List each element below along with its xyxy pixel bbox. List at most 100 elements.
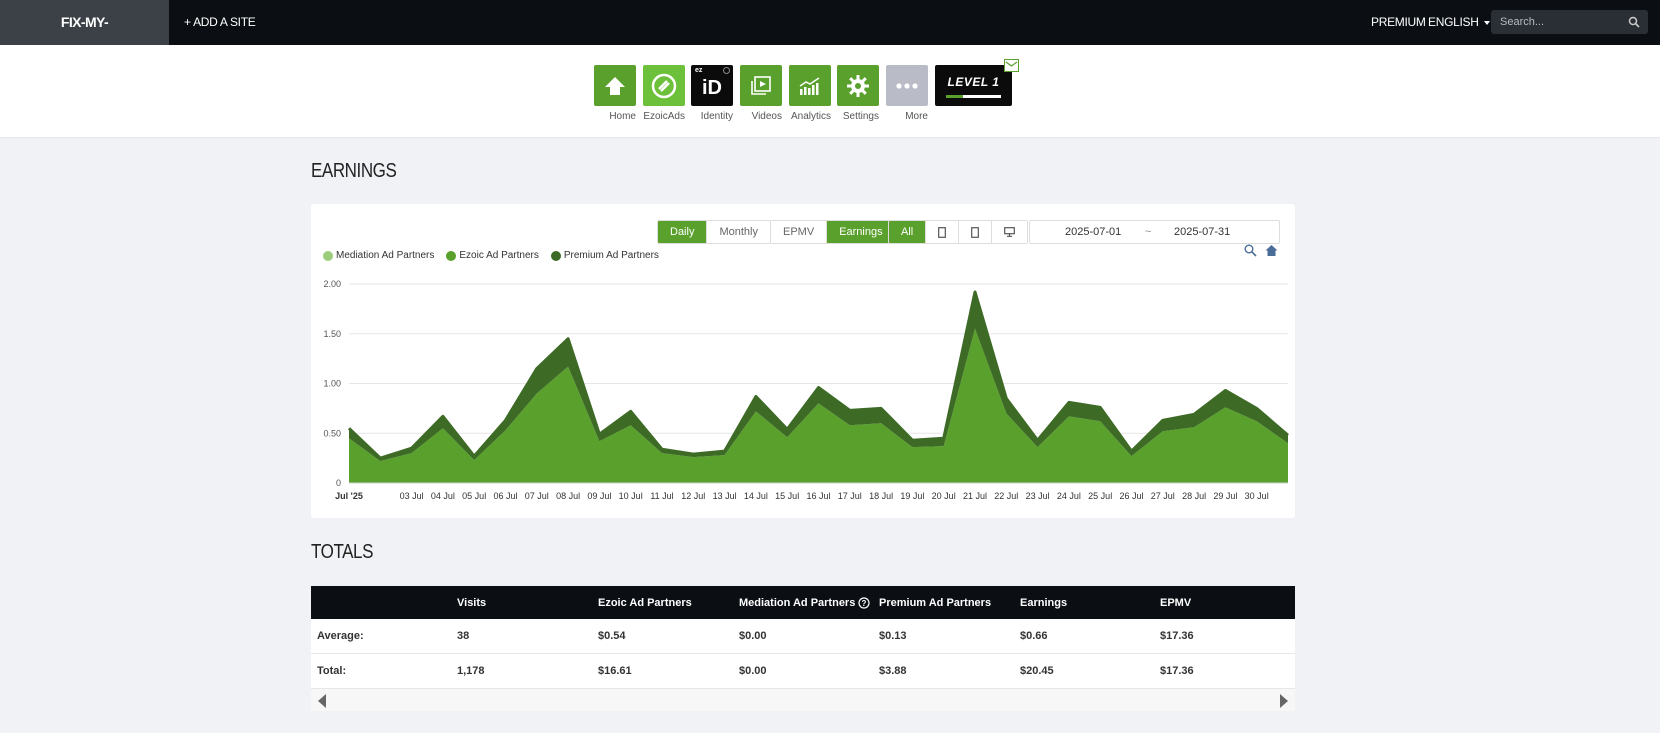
y-tick-label: 1.50 — [323, 329, 341, 339]
cell-earnings: $0.66 — [1020, 630, 1048, 642]
nav-analytics[interactable]: Analytics — [789, 65, 831, 124]
x-tick-label: 30 Jul — [1245, 491, 1269, 501]
series-line-premium — [347, 290, 1289, 460]
col-header-visits[interactable]: Visits — [457, 596, 487, 609]
desktop-button[interactable] — [992, 221, 1028, 243]
identity-badge-small: ez — [695, 67, 703, 74]
x-tick-label: 21 Jul — [963, 491, 987, 501]
x-tick-label: 18 Jul — [869, 491, 893, 501]
x-tick-label: 03 Jul — [400, 491, 424, 501]
app-nav-band: Home EzoicAds ez iD Identity Videos Anal… — [0, 45, 1660, 138]
totals-heading: TOTALS — [311, 541, 374, 563]
legend-item-premium[interactable]: Premium Ad Partners — [550, 250, 659, 261]
scroll-left-icon[interactable] — [318, 694, 326, 708]
x-tick-label: 10 Jul — [619, 491, 643, 501]
reset-home-icon[interactable] — [1265, 244, 1278, 257]
col-header-epmv[interactable]: EPMV — [1160, 596, 1192, 609]
scroll-right-icon[interactable] — [1280, 694, 1288, 708]
nav-label-ezoicads: EzoicAds — [643, 111, 685, 122]
x-tick-label: 14 Jul — [744, 491, 768, 501]
more-icon — [886, 65, 928, 106]
col-header-ezoic[interactable]: Ezoic Ad Partners — [598, 596, 692, 609]
x-tick-label: 26 Jul — [1119, 491, 1143, 501]
col-header-mediation-label: Mediation Ad Partners — [739, 596, 856, 609]
x-tick-label: 15 Jul — [775, 491, 799, 501]
identity-badge-big: iD — [702, 77, 722, 99]
x-tick-label: 09 Jul — [587, 491, 611, 501]
cell-ezoic: $16.61 — [598, 665, 632, 677]
x-tick-label: 07 Jul — [525, 491, 549, 501]
table-row: Average: 38 $0.54 $0.00 $0.13 $0.66 $17.… — [311, 619, 1295, 654]
x-tick-label: 17 Jul — [838, 491, 862, 501]
tablet-button[interactable] — [926, 221, 960, 243]
date-separator: ~ — [1145, 226, 1152, 238]
level-badge[interactable]: LEVEL 1 — [935, 59, 1019, 106]
add-site-link[interactable]: + ADD A SITE — [184, 15, 256, 29]
level-progress-bar — [946, 95, 1001, 98]
col-header-mediation[interactable]: Mediation Ad Partners? — [739, 586, 870, 619]
chart-tools — [1244, 244, 1278, 257]
nav-ezoicads[interactable]: EzoicAds — [643, 65, 685, 124]
cell-premium: $3.88 — [879, 665, 907, 677]
mail-icon[interactable] — [1004, 59, 1019, 72]
nav-label-home: Home — [609, 111, 636, 122]
legend-item-mediation[interactable]: Mediation Ad Partners — [323, 250, 434, 261]
x-tick-label: 29 Jul — [1213, 491, 1237, 501]
nav-label-settings: Settings — [842, 111, 879, 122]
nav-label-more: More — [905, 111, 928, 122]
metric-toggle: EPMV Earnings — [770, 220, 896, 244]
cell-premium: $0.13 — [879, 630, 907, 642]
x-tick-label: 20 Jul — [932, 491, 956, 501]
legend-label-premium: Premium Ad Partners — [563, 250, 659, 261]
x-tick-label: 04 Jul — [431, 491, 455, 501]
x-tick-label: 25 Jul — [1088, 491, 1112, 501]
y-tick-label: 0.50 — [323, 428, 341, 438]
earnings-button[interactable]: Earnings — [827, 221, 895, 243]
search-box[interactable] — [1491, 10, 1648, 34]
search-input[interactable] — [1491, 10, 1621, 34]
top-navbar: FIX-MY-COMPRESSOR.COM + ADD A SITE PREMI… — [0, 0, 1660, 75]
col-header-premium[interactable]: Premium Ad Partners — [879, 596, 992, 609]
x-tick-label: 16 Jul — [806, 491, 830, 501]
x-tick-label: 11 Jul — [650, 491, 673, 501]
x-tick-label: Jul '25 — [335, 491, 363, 501]
nav-label-identity: Identity — [700, 111, 733, 122]
date-range-picker[interactable]: 2025-07-01 ~ 2025-07-31 — [1029, 220, 1280, 244]
nav-more[interactable]: More — [886, 65, 928, 124]
search-icon[interactable] — [1628, 16, 1640, 28]
x-tick-label: 06 Jul — [493, 491, 517, 501]
mobile-button[interactable] — [959, 221, 993, 243]
caret-down-icon — [1483, 20, 1490, 25]
monthly-button[interactable]: Monthly — [707, 221, 770, 243]
zoom-icon[interactable] — [1244, 244, 1257, 257]
col-header-earnings[interactable]: Earnings — [1020, 596, 1068, 609]
epmv-button[interactable]: EPMV — [771, 221, 828, 243]
period-toggle: Daily Monthly — [657, 220, 771, 244]
cell-visits: 1,178 — [457, 665, 485, 677]
nav-settings[interactable]: Settings — [837, 65, 879, 124]
level-progress-fill — [946, 95, 963, 98]
site-name-button[interactable]: FIX-MY-COMPRESSOR.COM — [0, 0, 169, 75]
table-horizontal-scroller[interactable] — [311, 689, 1295, 711]
help-icon[interactable]: ? — [858, 596, 870, 609]
mobile-icon — [971, 226, 980, 238]
nav-home[interactable]: Home — [594, 65, 636, 124]
cell-epmv: $17.36 — [1160, 630, 1194, 642]
nav-identity[interactable]: ez iD Identity — [691, 65, 733, 124]
device-all-button[interactable]: All — [889, 221, 927, 243]
cell-earnings: $20.45 — [1020, 665, 1054, 677]
premium-link[interactable]: PREMIUM — [1371, 15, 1426, 29]
area-series-2 — [349, 291, 1288, 462]
legend-item-ezoic[interactable]: Ezoic Ad Partners — [446, 250, 539, 261]
video-icon — [740, 65, 782, 106]
daily-button[interactable]: Daily — [658, 221, 708, 243]
table-header-row: Visits Ezoic Ad Partners Mediation Ad Pa… — [311, 586, 1295, 619]
chart-legend: Mediation Ad Partners Ezoic Ad Partners … — [323, 250, 659, 261]
date-to: 2025-07-31 — [1174, 226, 1231, 238]
tablet-icon — [938, 226, 947, 238]
x-tick-label: 05 Jul — [462, 491, 486, 501]
registered-icon — [723, 67, 730, 74]
language-dropdown[interactable]: ENGLISH — [1428, 0, 1490, 45]
device-toggle: All — [888, 220, 1029, 244]
nav-videos[interactable]: Videos — [740, 65, 782, 124]
